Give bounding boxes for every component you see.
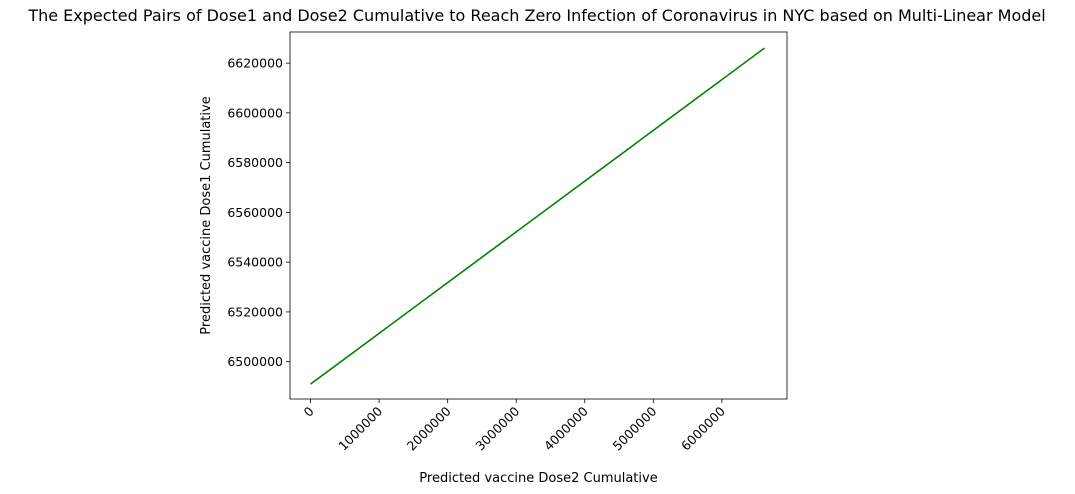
plot-area (310, 47, 765, 385)
axes-frame (289, 31, 788, 400)
x-tick-label: 0 (300, 403, 316, 419)
x-tick-label: 6000000 (678, 403, 728, 453)
y-axis-label: Predicted vaccine Dose1 Cumulative (199, 96, 214, 334)
y-tick-label: 6520000 (227, 304, 283, 319)
x-tick-label: 2000000 (404, 403, 454, 453)
x-tick-label: 1000000 (335, 403, 385, 453)
y-tick-label: 6620000 (227, 56, 283, 71)
x-tick-label: 5000000 (609, 403, 659, 453)
x-tick-label: 4000000 (541, 403, 591, 453)
y-tick-label: 6540000 (227, 255, 283, 270)
x-axis-label: Predicted vaccine Dose2 Cumulative (419, 471, 657, 486)
x-tick-label: 3000000 (472, 403, 522, 453)
chart-title: The Expected Pairs of Dose1 and Dose2 Cu… (27, 6, 1045, 25)
y-tick-label: 6560000 (227, 205, 283, 220)
y-tick-label: 6600000 (227, 105, 283, 120)
y-axis: 6500000 6520000 6540000 6560000 6580000 66000… (227, 56, 290, 369)
x-axis: 0 1000000 2000000 3000000 4000000 5000000 6000… (300, 399, 728, 453)
y-tick-label: 6500000 (227, 354, 283, 369)
y-tick-label: 6580000 (227, 155, 283, 170)
series-line-1 (310, 47, 765, 385)
